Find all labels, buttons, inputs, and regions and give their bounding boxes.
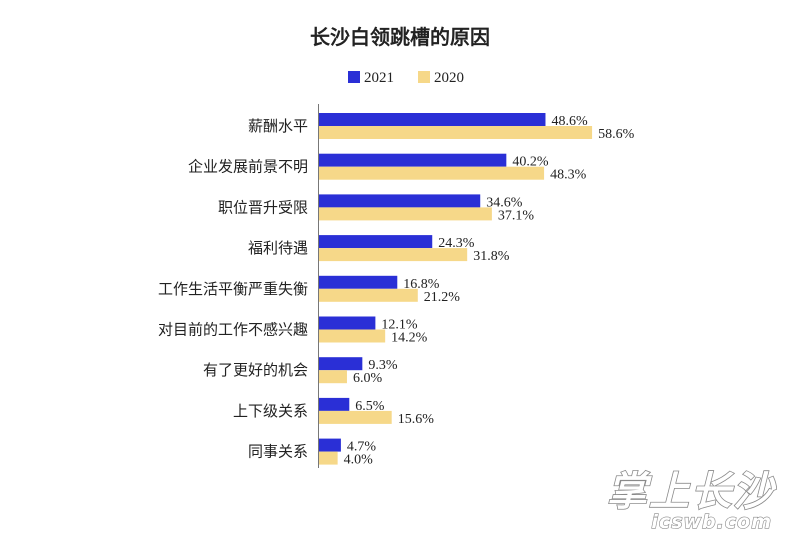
category-label: 福利待遇 — [248, 239, 308, 257]
data-label-2021-3: 24.3% — [438, 236, 475, 251]
data-label-2020-1: 48.3% — [550, 168, 587, 183]
bar-2021-7 — [319, 397, 350, 411]
bar-2021-8 — [319, 438, 341, 452]
category-label: 上下级关系 — [233, 402, 308, 420]
legend-label-2020: 2020 — [434, 70, 464, 86]
watermark: 掌上长沙 icswb.com — [606, 468, 777, 533]
bar-2021-3 — [319, 235, 433, 249]
data-label-2020-6: 6.0% — [353, 371, 383, 386]
bar-2020-7 — [319, 410, 392, 424]
data-label-2020-2: 37.1% — [498, 208, 535, 223]
data-label-2020-4: 21.2% — [424, 290, 461, 305]
data-label-2020-5: 14.2% — [391, 331, 428, 346]
category-label: 同事关系 — [248, 443, 308, 461]
data-label-2021-5: 12.1% — [381, 318, 418, 333]
category-label: 薪酬水平 — [248, 117, 308, 135]
bar-2020-8 — [319, 451, 338, 465]
legend-label-2021: 2021 — [364, 70, 394, 86]
legend: 2021 2020 — [348, 70, 464, 86]
category-label: 企业发展前景不明 — [188, 158, 308, 176]
data-label-2020-0: 58.6% — [598, 127, 635, 142]
data-label-2020-7: 15.6% — [398, 412, 435, 427]
plot-area: 薪酬水平 48.6% 58.6% 企业发展前景不明 40.2%48.3% 职位晋升受限 34… — [158, 113, 635, 468]
category-label: 职位晋升受限 — [218, 198, 308, 216]
bar-2020-2 — [319, 207, 492, 221]
data-label-2021-2: 34.6% — [486, 195, 522, 210]
bar-2021-5 — [319, 316, 376, 330]
data-label-2021-6: 9.3% — [368, 358, 398, 373]
legend-swatch-2021 — [348, 71, 360, 83]
chart-title: 长沙白领跳槽的原因 — [310, 25, 490, 49]
watermark-url: icswb.com — [651, 511, 772, 533]
bar-2020-5 — [319, 329, 386, 343]
data-label-2020-8: 4.0% — [344, 453, 374, 468]
bar-2021-0 — [319, 113, 546, 126]
data-label-2020-3: 31.8% — [473, 249, 510, 264]
bar-2021-4 — [319, 275, 398, 289]
watermark-brand: 掌上长沙 — [607, 469, 777, 515]
data-label-2021-4: 16.8% — [403, 277, 440, 292]
bar-2021-6 — [319, 357, 363, 371]
data-label-2021-0: 48.6% — [551, 114, 588, 129]
data-label-2021-7: 6.5% — [355, 399, 385, 414]
bar-2021-1 — [319, 153, 507, 167]
data-label-2021-1: 40.2% — [512, 155, 549, 170]
category-label: 有了更好的机会 — [203, 361, 308, 379]
legend-swatch-2020 — [418, 71, 430, 83]
data-label-2021-8: 4.7% — [347, 440, 377, 455]
category-label: 对目前的工作不感兴趣 — [158, 321, 308, 339]
bar-2020-4 — [319, 288, 418, 302]
category-label: 工作生活平衡严重失衡 — [158, 280, 308, 298]
bar-2020-1 — [319, 166, 545, 180]
bar-2020-6 — [319, 370, 347, 384]
bar-2020-3 — [319, 248, 468, 262]
bar-2020-0 — [319, 126, 593, 139]
bar-2021-2 — [319, 194, 481, 208]
